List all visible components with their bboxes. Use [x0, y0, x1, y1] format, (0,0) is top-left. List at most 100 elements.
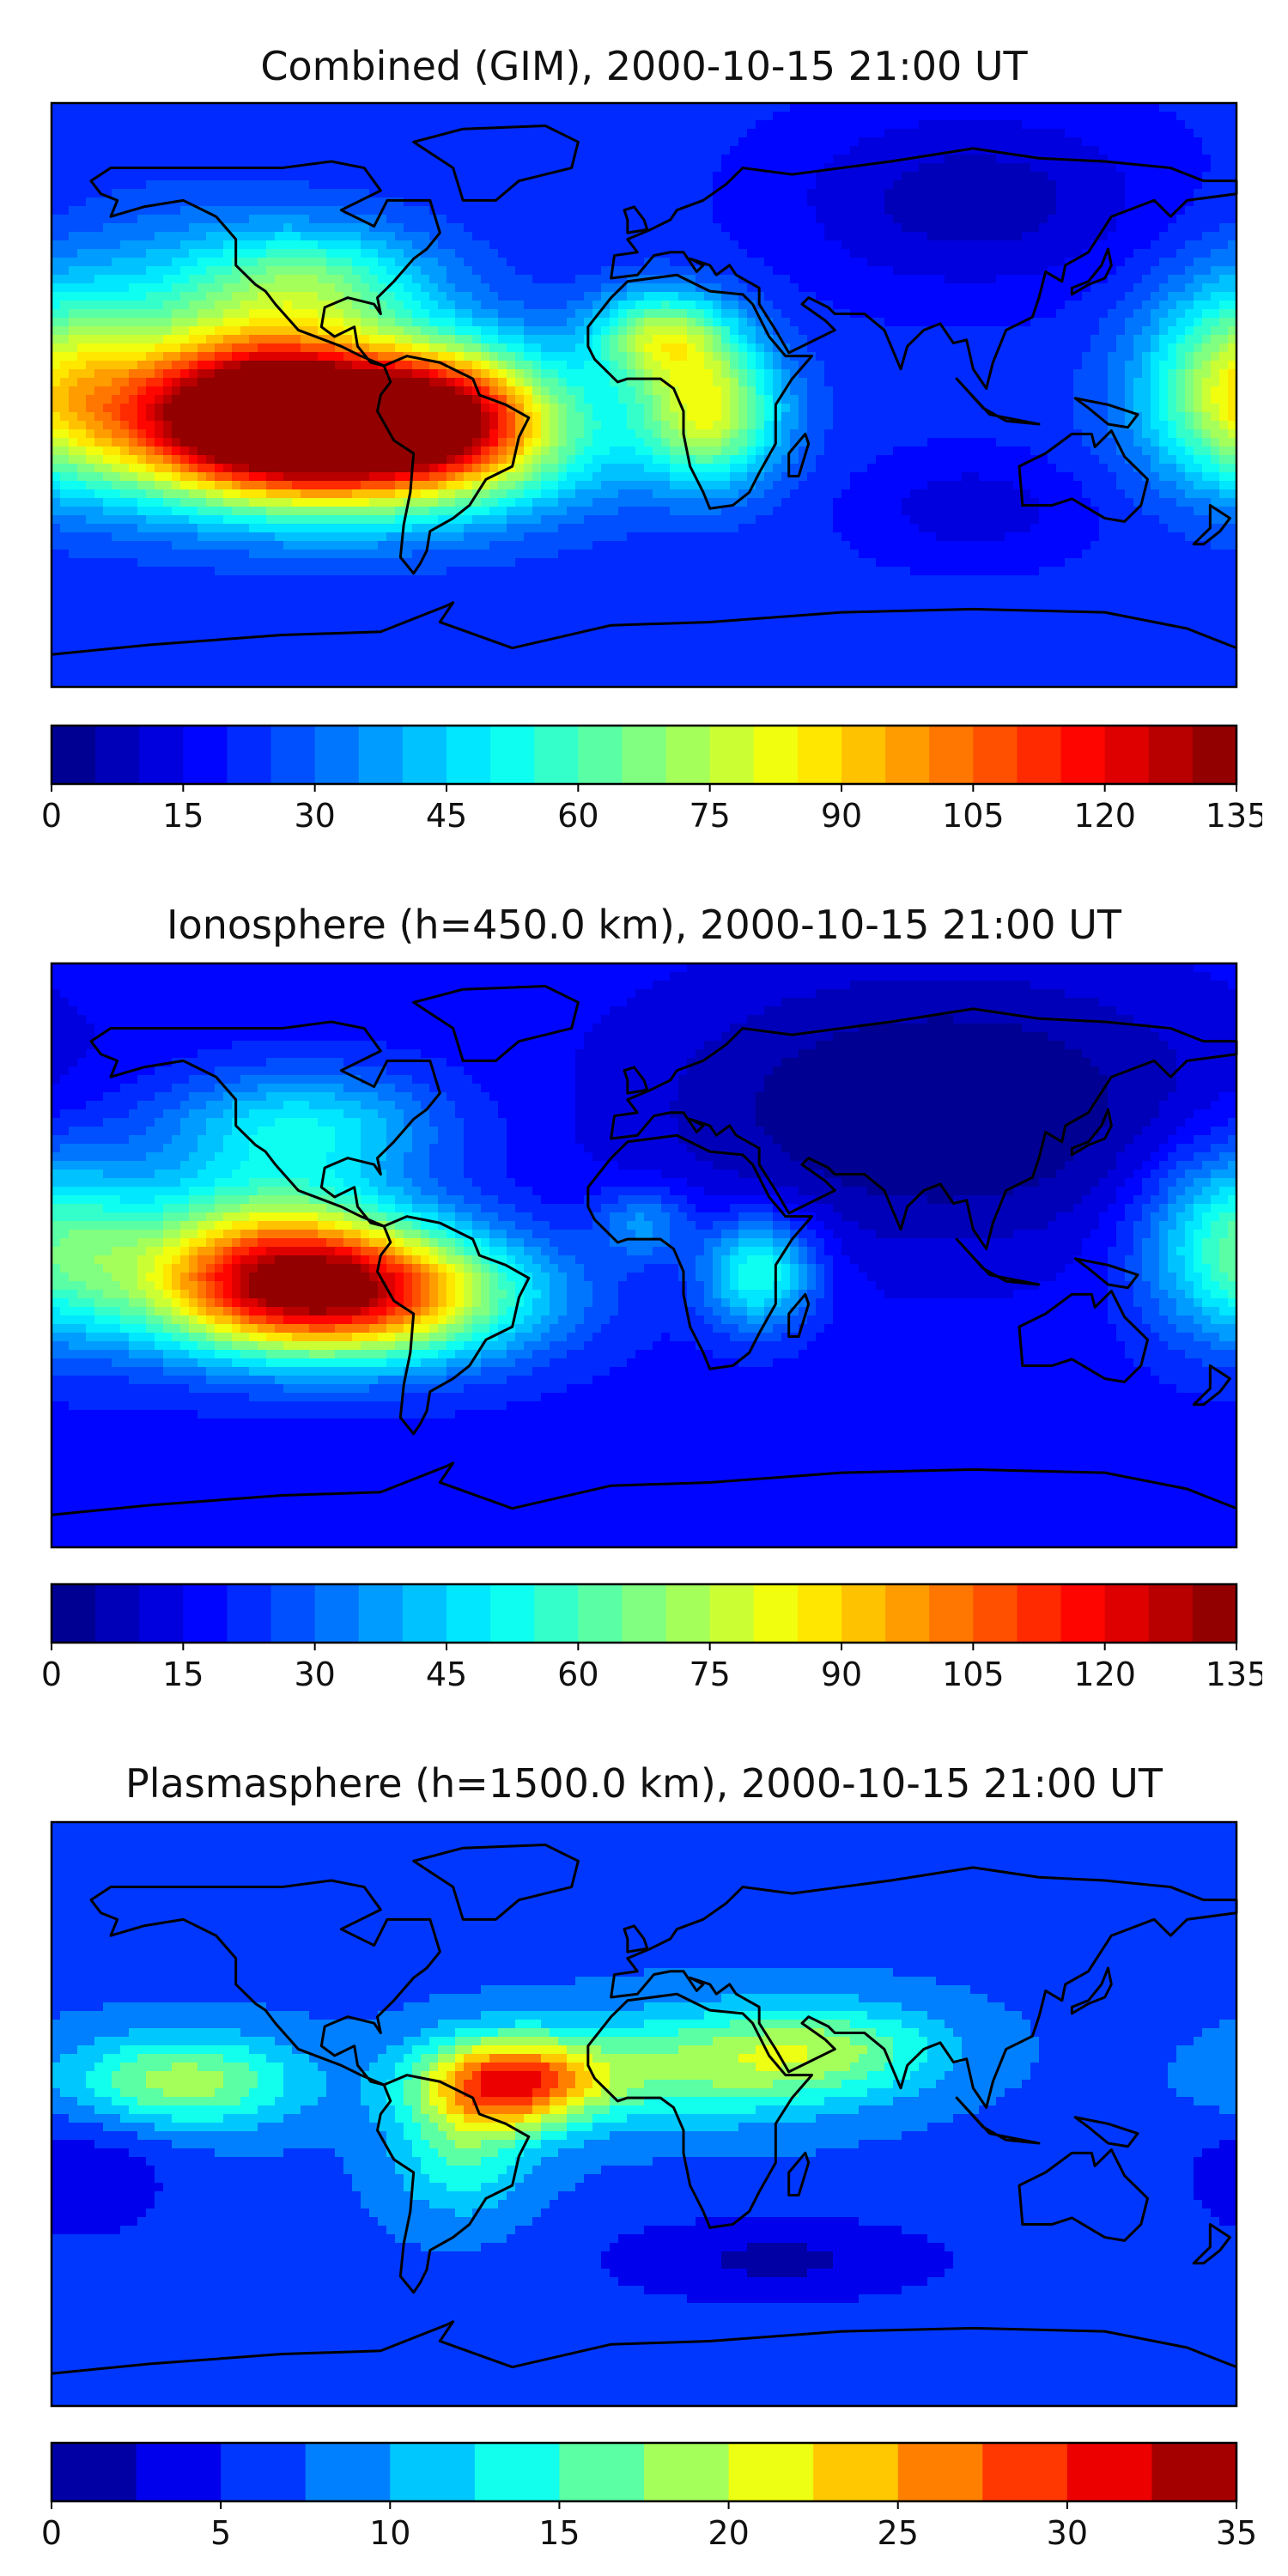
field-cell — [670, 266, 679, 276]
field-cell — [455, 120, 465, 130]
field-cell — [1048, 249, 1057, 258]
field-cell — [472, 266, 482, 276]
field-cell — [987, 137, 997, 147]
field-cell — [94, 232, 104, 241]
field-cell — [283, 120, 293, 130]
field-cell — [318, 146, 327, 155]
field-cell — [438, 232, 447, 241]
field-cell — [489, 146, 499, 155]
field-cell — [1125, 223, 1134, 233]
field-cell — [1219, 258, 1229, 267]
field-cell — [884, 189, 894, 198]
field-cell — [953, 172, 963, 181]
field-cell — [1228, 335, 1237, 344]
field-cell — [1005, 129, 1014, 138]
field-cell — [258, 240, 267, 250]
field-cell — [249, 361, 258, 370]
field-cell — [1039, 292, 1048, 301]
field-cell — [799, 180, 808, 190]
field-cell — [927, 361, 937, 370]
field-cell — [687, 352, 696, 361]
field-cell — [867, 343, 877, 353]
field-cell — [86, 172, 95, 181]
field-cell — [283, 137, 293, 147]
field-cell — [146, 335, 155, 344]
field-cell — [1099, 206, 1109, 216]
field-cell — [618, 112, 628, 121]
field-cell — [1048, 386, 1057, 396]
field-cell — [1159, 232, 1169, 241]
field-cell — [275, 386, 284, 396]
field-cell — [979, 232, 988, 241]
field-cell — [429, 386, 439, 396]
field-cell — [77, 172, 87, 181]
field-cell — [395, 309, 404, 319]
field-cell — [129, 129, 138, 138]
field-cell — [163, 283, 173, 293]
field-cell — [859, 301, 868, 310]
field-cell — [841, 120, 851, 130]
field-cell — [232, 301, 241, 310]
field-cell — [507, 335, 516, 344]
field-cell — [807, 275, 817, 284]
field-cell — [438, 249, 447, 258]
field-cell — [945, 318, 954, 327]
field-cell — [1056, 378, 1066, 387]
field-cell — [77, 137, 87, 147]
field-cell — [155, 180, 164, 190]
field-cell — [1091, 309, 1100, 319]
field-cell — [1048, 352, 1057, 361]
field-cell — [266, 266, 276, 276]
field-cell — [867, 275, 877, 284]
field-cell — [206, 283, 216, 293]
field-cell — [592, 369, 602, 379]
field-cell — [1211, 223, 1220, 233]
field-cell — [275, 275, 284, 284]
field-cell — [919, 309, 928, 319]
field-cell — [137, 223, 147, 233]
field-cell — [1133, 146, 1143, 155]
field-cell — [1022, 137, 1031, 147]
field-cell — [481, 258, 490, 267]
field-cell — [421, 232, 430, 241]
field-cell — [464, 232, 473, 241]
field-cell — [1030, 369, 1040, 379]
field-cell — [60, 137, 70, 147]
field-cell — [1048, 129, 1057, 138]
field-cell — [1048, 326, 1057, 336]
field-cell — [1211, 112, 1220, 121]
field-cell — [438, 343, 447, 353]
field-cell — [343, 275, 353, 284]
field-cell — [713, 283, 722, 293]
field-cell — [155, 146, 164, 155]
field-cell — [790, 137, 799, 147]
field-cell — [1228, 215, 1237, 224]
field-cell — [910, 275, 920, 284]
field-cell — [773, 386, 782, 396]
field-cell — [661, 129, 671, 138]
field-cell — [936, 215, 945, 224]
field-cell — [240, 343, 250, 353]
field-cell — [249, 249, 258, 258]
field-cell — [644, 335, 653, 344]
field-cell — [455, 266, 465, 276]
field-cell — [910, 215, 920, 224]
field-cell — [1082, 146, 1091, 155]
field-cell — [807, 163, 817, 173]
field-cell — [1091, 266, 1100, 276]
field-cell — [163, 155, 173, 164]
field-cell — [1030, 309, 1040, 319]
field-cell — [1005, 352, 1014, 361]
field-cell — [386, 266, 396, 276]
field-cell — [86, 318, 95, 327]
field-cell — [979, 361, 988, 370]
field-cell — [249, 301, 258, 310]
field-cell — [137, 369, 147, 379]
field-cell — [962, 137, 971, 147]
field-cell — [163, 215, 173, 224]
field-cell — [412, 146, 422, 155]
field-cell — [592, 283, 602, 293]
field-cell — [112, 266, 121, 276]
field-cell — [927, 369, 937, 379]
field-cell — [1228, 326, 1237, 336]
